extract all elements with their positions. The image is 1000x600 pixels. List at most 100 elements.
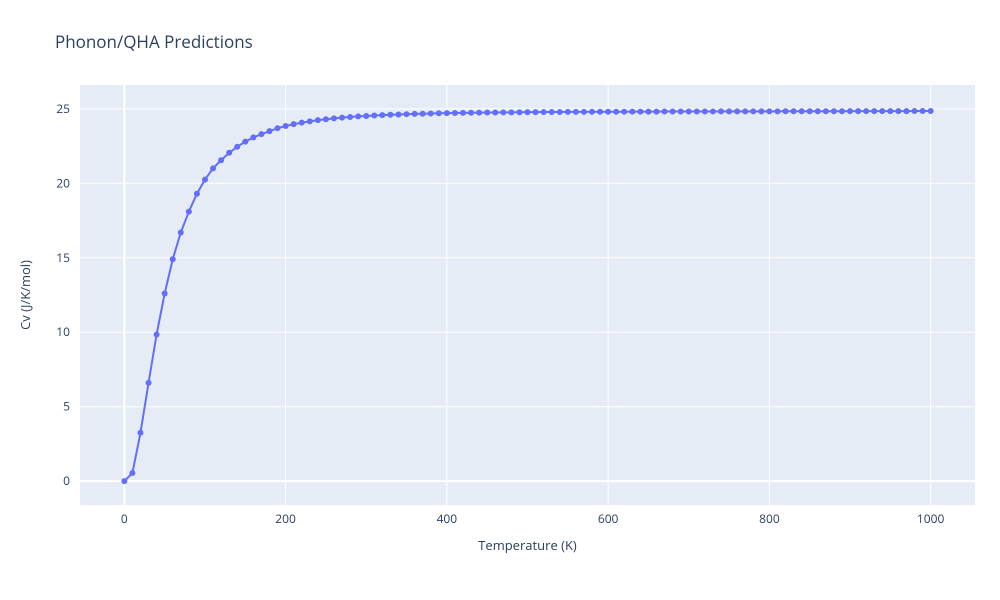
series-marker[interactable] [412,111,418,117]
series-marker[interactable] [613,109,619,115]
series-marker[interactable] [371,113,377,119]
series-marker[interactable] [621,109,627,115]
series-marker[interactable] [879,108,885,114]
series-marker[interactable] [597,109,603,115]
series-marker[interactable] [500,109,506,115]
series-marker[interactable] [670,109,676,115]
series-marker[interactable] [718,108,724,114]
series-marker[interactable] [541,109,547,115]
series-marker[interactable] [202,177,208,183]
series-marker[interactable] [275,125,281,131]
series-marker[interactable] [710,108,716,114]
series-marker[interactable] [283,123,289,129]
series-marker[interactable] [146,380,152,386]
series-marker[interactable] [525,109,531,115]
series-marker[interactable] [855,108,861,114]
series-marker[interactable] [928,108,934,114]
series-marker[interactable] [307,118,313,124]
series-marker[interactable] [129,470,135,476]
chart-svg[interactable]: 020040060080010000510152025Temperature (… [0,0,1000,600]
series-marker[interactable] [629,109,635,115]
series-marker[interactable] [726,108,732,114]
series-marker[interactable] [750,108,756,114]
series-marker[interactable] [823,108,829,114]
series-marker[interactable] [912,108,918,114]
series-marker[interactable] [242,139,248,145]
series-marker[interactable] [783,108,789,114]
series-marker[interactable] [516,109,522,115]
series-marker[interactable] [428,110,434,116]
series-marker[interactable] [137,430,143,436]
series-marker[interactable] [678,109,684,115]
series-marker[interactable] [774,108,780,114]
series-marker[interactable] [686,108,692,114]
series-marker[interactable] [887,108,893,114]
series-marker[interactable] [258,131,264,137]
series-marker[interactable] [363,113,369,119]
series-marker[interactable] [694,108,700,114]
series-marker[interactable] [637,109,643,115]
series-marker[interactable] [444,110,450,116]
series-marker[interactable] [871,108,877,114]
series-marker[interactable] [460,110,466,116]
series-marker[interactable] [299,120,305,126]
series-marker[interactable] [758,108,764,114]
series-marker[interactable] [815,108,821,114]
series-marker[interactable] [355,113,361,119]
series-marker[interactable] [565,109,571,115]
series-marker[interactable] [315,117,321,123]
series-marker[interactable] [508,109,514,115]
series-marker[interactable] [323,116,329,122]
series-marker[interactable] [291,121,297,127]
series-marker[interactable] [250,134,256,140]
series-marker[interactable] [234,144,240,150]
series-marker[interactable] [178,229,184,235]
series-marker[interactable] [266,128,272,134]
series-marker[interactable] [387,112,393,118]
series-marker[interactable] [347,114,353,120]
series-marker[interactable] [533,109,539,115]
series-marker[interactable] [807,108,813,114]
series-marker[interactable] [468,110,474,116]
series-marker[interactable] [702,108,708,114]
series-marker[interactable] [404,111,410,117]
series-marker[interactable] [831,108,837,114]
series-marker[interactable] [379,112,385,118]
series-marker[interactable] [492,109,498,115]
series-marker[interactable] [218,157,224,163]
series-marker[interactable] [847,108,853,114]
series-marker[interactable] [557,109,563,115]
series-marker[interactable] [452,110,458,116]
series-marker[interactable] [484,110,490,116]
series-marker[interactable] [339,115,345,121]
series-marker[interactable] [766,108,772,114]
series-marker[interactable] [154,331,160,337]
series-marker[interactable] [654,109,660,115]
series-marker[interactable] [121,478,127,484]
series-marker[interactable] [839,108,845,114]
series-marker[interactable] [436,110,442,116]
series-marker[interactable] [170,256,176,262]
series-marker[interactable] [395,111,401,117]
series-marker[interactable] [645,109,651,115]
series-marker[interactable] [895,108,901,114]
series-marker[interactable] [420,111,426,117]
series-marker[interactable] [194,191,200,197]
series-marker[interactable] [162,291,168,297]
series-marker[interactable] [742,108,748,114]
series-marker[interactable] [573,109,579,115]
series-marker[interactable] [549,109,555,115]
series-marker[interactable] [863,108,869,114]
series-marker[interactable] [226,150,232,156]
series-marker[interactable] [476,110,482,116]
series-marker[interactable] [186,209,192,215]
series-marker[interactable] [605,109,611,115]
series-marker[interactable] [734,108,740,114]
series-marker[interactable] [210,165,216,171]
series-marker[interactable] [331,115,337,121]
series-marker[interactable] [581,109,587,115]
series-marker[interactable] [589,109,595,115]
series-marker[interactable] [799,108,805,114]
series-marker[interactable] [791,108,797,114]
series-marker[interactable] [920,108,926,114]
